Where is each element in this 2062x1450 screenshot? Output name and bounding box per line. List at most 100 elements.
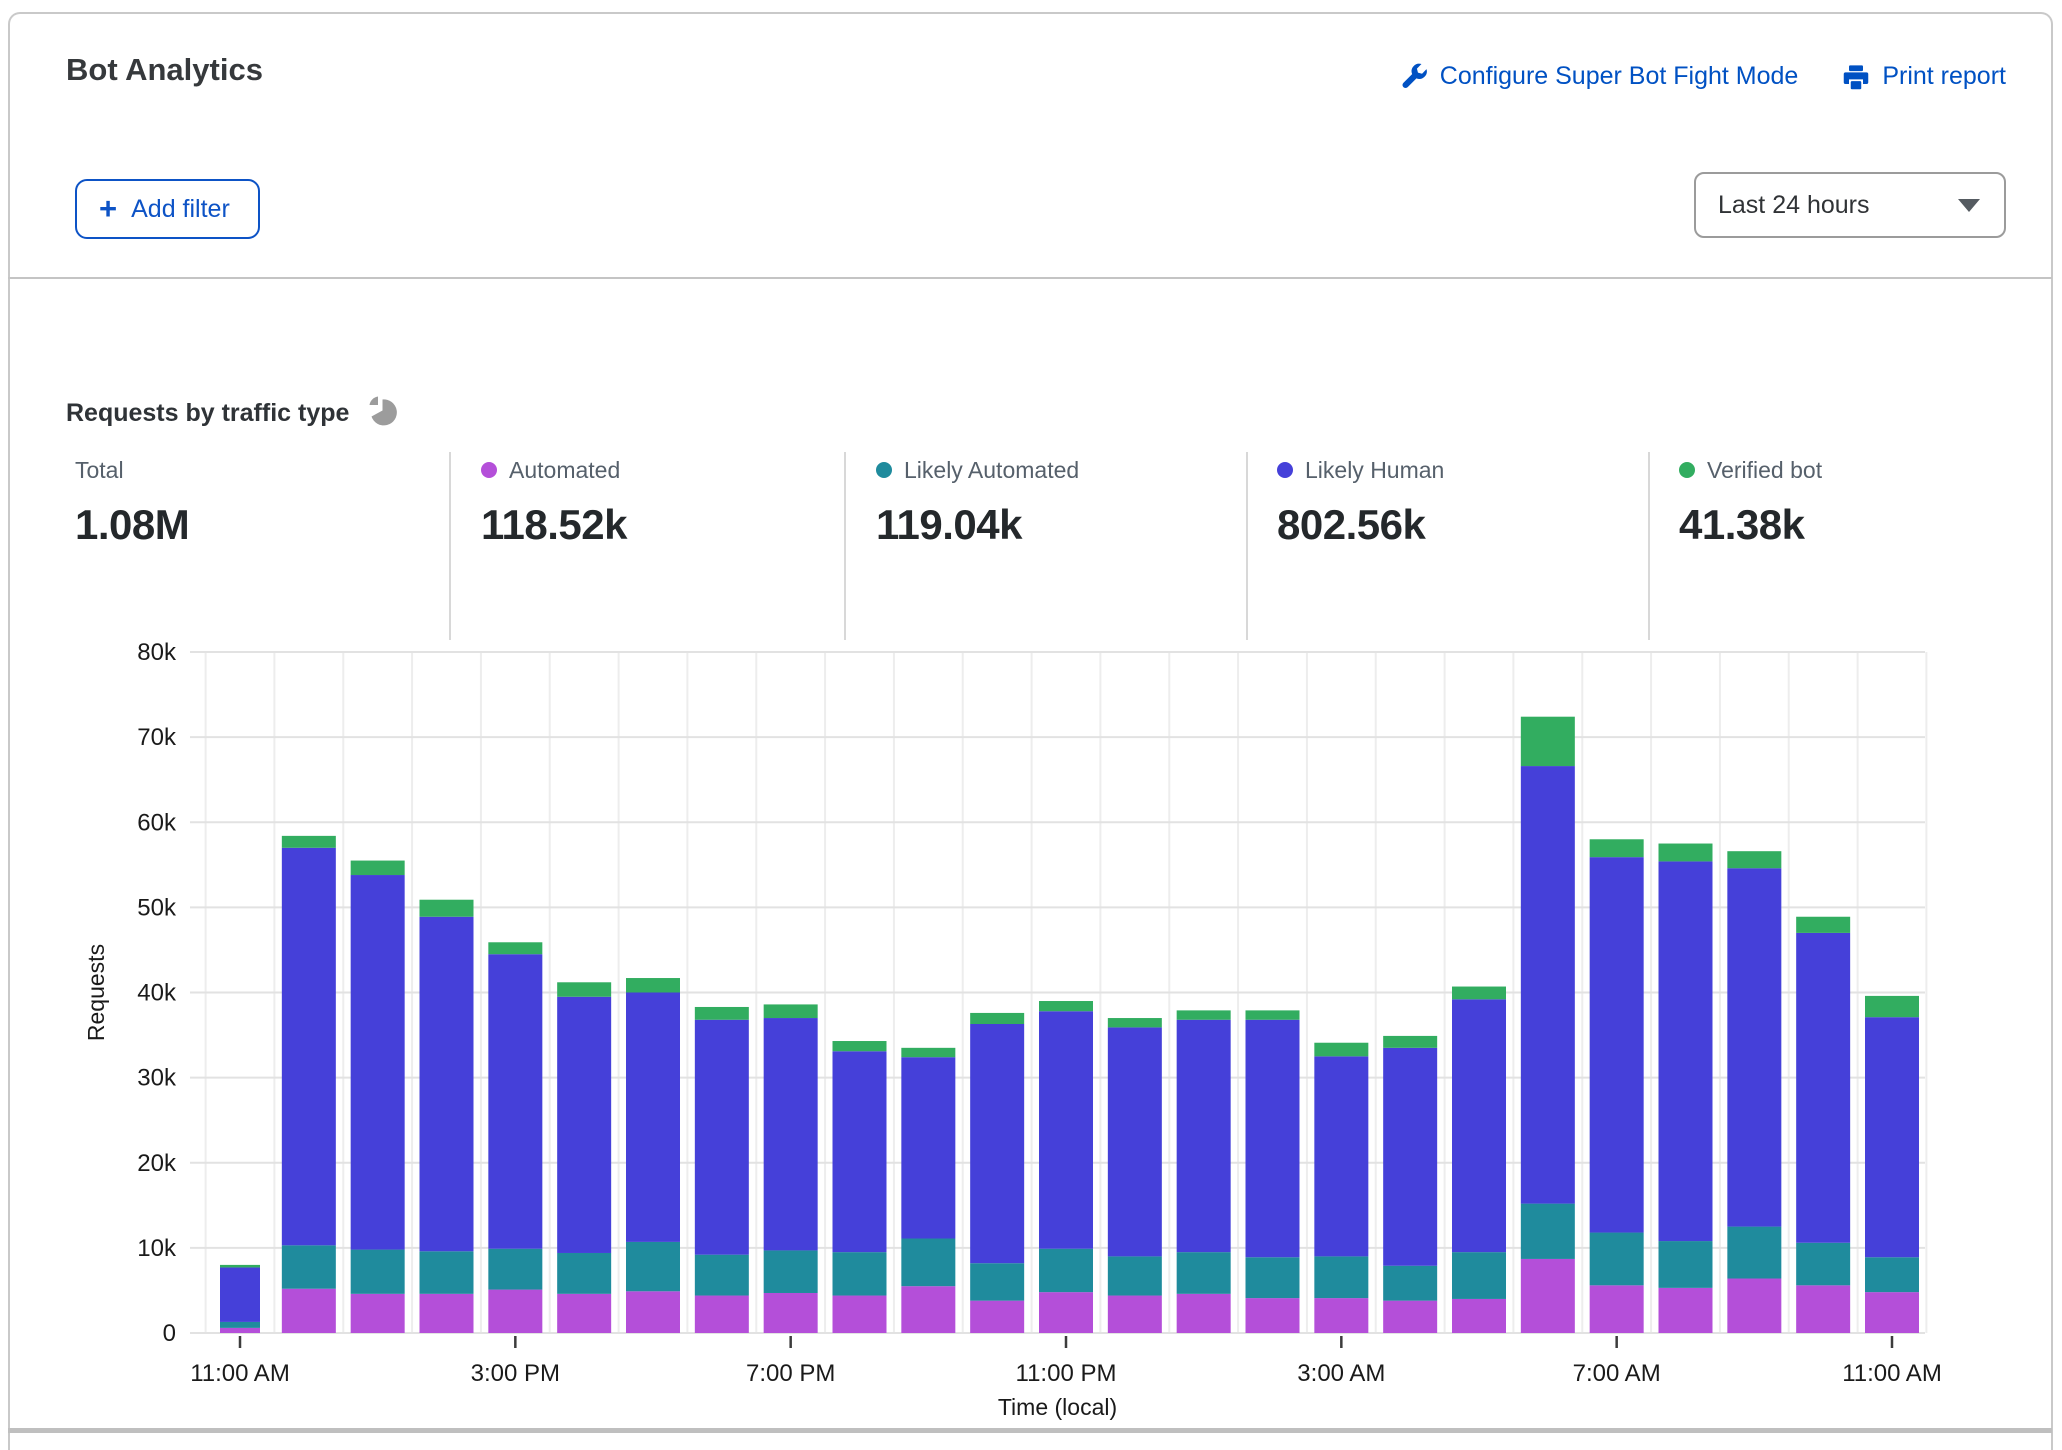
- bar-segment-verified-bot: [763, 1004, 818, 1019]
- header-divider: [8, 277, 2052, 279]
- bar-segment-automated: [1245, 1298, 1300, 1333]
- bar-segment-automated: [281, 1288, 336, 1333]
- bar-segment-automated: [626, 1291, 680, 1333]
- stat-likely-human-label: Likely Human: [1305, 456, 1445, 483]
- bar-segment-automated: [694, 1295, 749, 1333]
- y-axis-tick-label: 0: [163, 1320, 176, 1347]
- wrench-icon: [1400, 63, 1428, 91]
- configure-super-bot-fight-mode-link[interactable]: Configure Super Bot Fight Mode: [1400, 62, 1799, 91]
- bar-segment-likely-human: [1658, 861, 1713, 1242]
- bar-segment-verified-bot: [694, 1006, 749, 1020]
- bar-segment-verified-bot: [1865, 995, 1919, 1018]
- stat-likely-automated-value: 119.04k: [876, 501, 1023, 548]
- bar-segment-likely-human: [1865, 1017, 1919, 1258]
- bar-segment-likely-human: [694, 1019, 749, 1255]
- stat-automated: Automated 118.52k: [481, 455, 628, 549]
- y-axis-tick-label: 10k: [137, 1235, 177, 1262]
- bar-segment-verified-bot: [1107, 1018, 1162, 1028]
- y-axis-tick-label: 80k: [137, 639, 177, 666]
- bar-segment-likely-automated: [694, 1254, 749, 1296]
- bar-segment-likely-human: [1245, 1019, 1300, 1258]
- bar-segment-verified-bot: [1589, 839, 1644, 858]
- bar-segment-likely-human: [626, 992, 680, 1242]
- bar-segment-likely-automated: [1865, 1257, 1919, 1293]
- bar-segment-automated: [1176, 1293, 1231, 1333]
- bar-segment-likely-automated: [626, 1241, 680, 1292]
- likely-human-legend-dot: [1277, 462, 1293, 478]
- stat-automated-value: 118.52k: [481, 501, 628, 548]
- bar-segment-likely-human: [1176, 1019, 1231, 1253]
- stat-likely-human-value: 802.56k: [1277, 501, 1426, 548]
- bar-segment-verified-bot: [1314, 1042, 1369, 1057]
- bar-segment-likely-human: [1452, 999, 1506, 1253]
- bar-segment-automated: [832, 1295, 887, 1333]
- bar-segment-verified-bot: [1727, 851, 1782, 869]
- bar-segment-automated: [1039, 1292, 1093, 1333]
- bar-segment-automated: [1383, 1300, 1438, 1333]
- bar-segment-likely-human: [220, 1267, 260, 1322]
- bar-segment-likely-human: [1383, 1047, 1438, 1266]
- x-axis-tick-label: 7:00 PM: [746, 1360, 835, 1387]
- bar-segment-likely-automated: [419, 1251, 474, 1294]
- bar-segment-automated: [1589, 1285, 1644, 1333]
- bar-segment-verified-bot: [557, 982, 612, 997]
- bar-segment-verified-bot: [1039, 1001, 1093, 1012]
- chevron-down-icon: [1958, 198, 1980, 212]
- bar-segment-automated: [350, 1293, 405, 1333]
- bar-segment-likely-automated: [1452, 1252, 1506, 1299]
- bar-segment-likely-human: [1520, 766, 1575, 1204]
- plus-icon: +: [99, 190, 118, 226]
- bar-segment-verified-bot: [281, 835, 336, 848]
- stat-divider: [449, 452, 451, 640]
- bar-segment-automated: [1658, 1287, 1713, 1333]
- bar-segment-likely-automated: [1658, 1241, 1713, 1288]
- y-axis-tick-label: 30k: [137, 1065, 177, 1092]
- x-axis-tick-label: 11:00 AM: [190, 1360, 290, 1387]
- bar-segment-likely-human: [970, 1023, 1025, 1264]
- bar-segment-automated: [557, 1293, 612, 1333]
- bar-segment-likely-automated: [1039, 1248, 1093, 1293]
- bar-segment-likely-human: [1589, 857, 1644, 1233]
- add-filter-label: Add filter: [131, 194, 230, 223]
- bar-segment-likely-automated: [1176, 1252, 1231, 1294]
- stat-verified-bot-label: Verified bot: [1707, 456, 1823, 483]
- y-axis-tick-label: 50k: [137, 894, 177, 921]
- section-bottom-divider: [8, 1428, 2052, 1433]
- bar-segment-automated: [763, 1292, 818, 1333]
- bar-segment-automated: [1520, 1258, 1575, 1333]
- bar-segment-automated: [220, 1327, 260, 1333]
- x-axis-tick-label: 11:00 AM: [1842, 1360, 1942, 1387]
- configure-link-label: Configure Super Bot Fight Mode: [1439, 62, 1799, 90]
- bar-segment-likely-human: [1107, 1027, 1162, 1257]
- x-axis-tick-label: 11:00 PM: [1016, 1360, 1117, 1387]
- x-axis-tick-label: 3:00 AM: [1297, 1360, 1385, 1387]
- stat-divider: [1246, 452, 1248, 640]
- requests-by-traffic-type-chart: 0 10k 20k 30k 40k 50k 60k 70k 80k 11:00 AM 3:00 PM…: [83, 639, 1942, 1420]
- y-axis-tick-label: 20k: [137, 1150, 177, 1177]
- print-report-link[interactable]: Print report: [1842, 62, 2006, 91]
- bar-segment-automated: [1452, 1298, 1506, 1333]
- bar-segment-verified-bot: [1520, 716, 1575, 767]
- bar-segment-likely-human: [1796, 932, 1851, 1243]
- pie-chart-icon: [365, 394, 399, 433]
- bar-segment-automated: [1796, 1285, 1851, 1333]
- add-filter-button[interactable]: + Add filter: [75, 179, 260, 239]
- bar-segment-automated: [419, 1293, 474, 1333]
- likely-automated-legend-dot: [876, 462, 892, 478]
- x-axis-tick-label: 7:00 AM: [1573, 1360, 1661, 1387]
- bar-segment-likely-automated: [1107, 1256, 1162, 1296]
- time-range-select[interactable]: Last 24 hours: [1694, 172, 2006, 238]
- time-range-value: Last 24 hours: [1718, 190, 1870, 219]
- bar-segment-likely-automated: [763, 1250, 818, 1293]
- bar-segment-verified-bot: [1452, 986, 1506, 1000]
- bar-segment-likely-automated: [557, 1252, 612, 1294]
- bar-segment-automated: [1314, 1298, 1369, 1333]
- bar-segment-automated: [1727, 1278, 1782, 1333]
- stat-automated-label: Automated: [509, 456, 621, 483]
- bar-segment-likely-human: [557, 996, 612, 1253]
- page-title: Bot Analytics: [66, 52, 263, 87]
- bar-segment-automated: [901, 1286, 956, 1333]
- bar-segment-automated: [488, 1289, 543, 1333]
- bar-segment-likely-automated: [1727, 1226, 1782, 1279]
